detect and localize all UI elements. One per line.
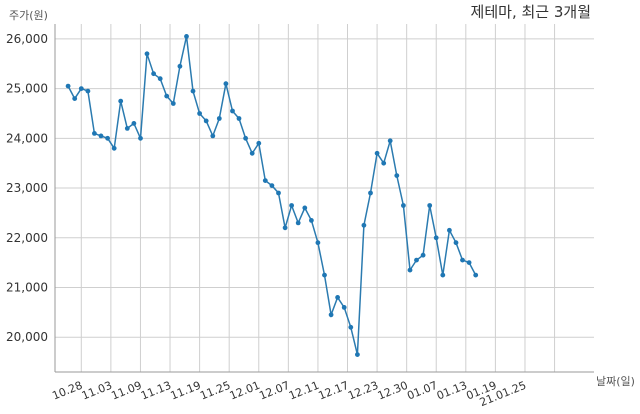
data-point (322, 272, 327, 278)
data-point (460, 257, 465, 263)
data-point (249, 150, 255, 156)
data-point (282, 225, 288, 231)
data-point (98, 133, 104, 139)
data-point (170, 101, 176, 106)
data-point (348, 324, 354, 330)
data-point (105, 135, 110, 141)
data-point (466, 260, 472, 265)
series-line (67, 36, 477, 355)
data-point (243, 135, 249, 141)
data-point (394, 173, 400, 179)
data-point (118, 98, 124, 104)
data-point (92, 131, 97, 136)
data-point (197, 111, 203, 116)
data-point (361, 222, 367, 228)
data-point (78, 86, 84, 91)
data-point (72, 96, 78, 101)
data-point (151, 71, 157, 77)
y-tick-label: 25,000 (6, 82, 48, 96)
y-tick-label: 26,000 (6, 32, 48, 46)
data-point (223, 81, 229, 87)
data-point (302, 205, 308, 211)
y-tick-label: 22,000 (6, 231, 48, 245)
data-point (85, 88, 91, 94)
data-point (453, 240, 459, 246)
data-point (328, 312, 334, 318)
data-point (131, 121, 137, 126)
y-axis-title: 주가(원) (9, 9, 48, 22)
data-point (138, 135, 143, 141)
data-point (262, 178, 268, 184)
data-point (269, 183, 275, 189)
data-point (184, 34, 189, 39)
data-point (276, 190, 281, 196)
data-point (164, 93, 170, 99)
data-point (407, 267, 413, 273)
grid (54, 24, 594, 373)
data-point (315, 240, 321, 246)
data-point (309, 218, 314, 223)
data-point (387, 138, 393, 144)
data-point (295, 220, 301, 226)
chart-title: 제테마, 최근 3개월 (471, 3, 591, 21)
y-tick-label: 21,000 (6, 280, 48, 294)
data-point (203, 118, 209, 124)
data-point (256, 140, 262, 146)
data-point (111, 145, 117, 151)
data-point (289, 203, 294, 208)
x-axis-title: 날짜(일) (596, 374, 635, 388)
data-point (177, 63, 183, 69)
data-point (355, 352, 360, 357)
data-point (216, 116, 222, 121)
y-axis-ticks: 20,000 21,000 22,000 23,000 24,000 25,000 26,0… (6, 32, 48, 344)
data-point (236, 116, 242, 121)
data-point (440, 272, 446, 278)
y-tick-label: 23,000 (6, 181, 48, 195)
y-tick-label: 20,000 (6, 330, 48, 344)
data-point (157, 76, 163, 82)
data-point (427, 203, 433, 208)
data-point (124, 125, 130, 131)
data-point (401, 203, 406, 208)
data-point (447, 227, 452, 233)
data-point (210, 133, 216, 139)
data-point (473, 272, 479, 278)
data-point (341, 305, 347, 310)
data-point (414, 257, 419, 263)
data-point (190, 88, 196, 94)
data-point (381, 160, 387, 166)
x-axis-ticks: 10.2811.0311.0911.1311.1911.2512.0112.07… (50, 379, 528, 409)
series-layer (65, 34, 479, 357)
data-point (230, 108, 235, 114)
data-point (374, 150, 380, 156)
data-point (65, 83, 71, 89)
data-point (335, 295, 340, 300)
y-tick-label: 24,000 (6, 131, 48, 145)
data-point (420, 252, 426, 258)
data-point (144, 51, 150, 57)
data-point (433, 235, 439, 241)
data-point (368, 190, 373, 196)
